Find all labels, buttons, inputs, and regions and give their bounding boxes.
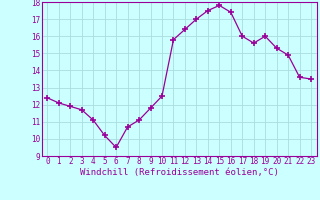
X-axis label: Windchill (Refroidissement éolien,°C): Windchill (Refroidissement éolien,°C) — [80, 168, 279, 177]
